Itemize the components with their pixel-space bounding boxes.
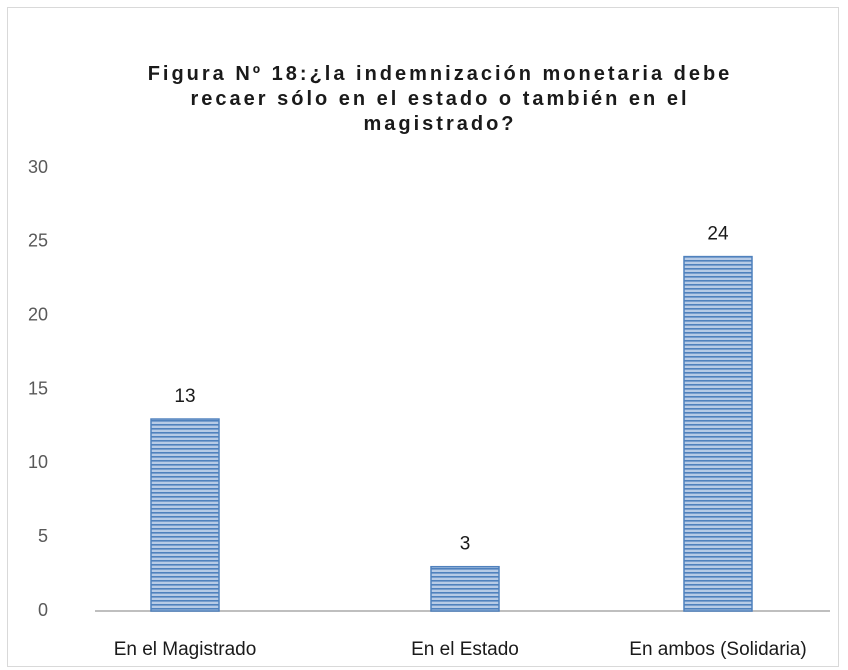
data-label: 13: [174, 386, 195, 407]
bar: [430, 565, 500, 612]
x-tick-label: En ambos (Solidaria): [629, 639, 806, 660]
y-tick-label: 0: [38, 600, 48, 620]
data-label: 24: [707, 224, 729, 245]
y-tick-label: 30: [28, 157, 48, 177]
bar: [150, 418, 220, 612]
y-tick-label: 5: [38, 526, 48, 546]
x-tick-label: En el Magistrado: [114, 639, 257, 660]
y-tick-label: 20: [28, 304, 48, 324]
y-tick-label: 15: [28, 378, 48, 398]
chart-frame: [7, 7, 839, 667]
x-tick-label: En el Estado: [411, 639, 519, 660]
chart-title: Figura Nº 18:¿la indemnización monetaria…: [147, 63, 733, 135]
y-tick-label: 10: [28, 452, 48, 472]
y-tick-label: 25: [28, 231, 48, 251]
data-label: 3: [460, 534, 471, 555]
bar: [683, 255, 753, 612]
